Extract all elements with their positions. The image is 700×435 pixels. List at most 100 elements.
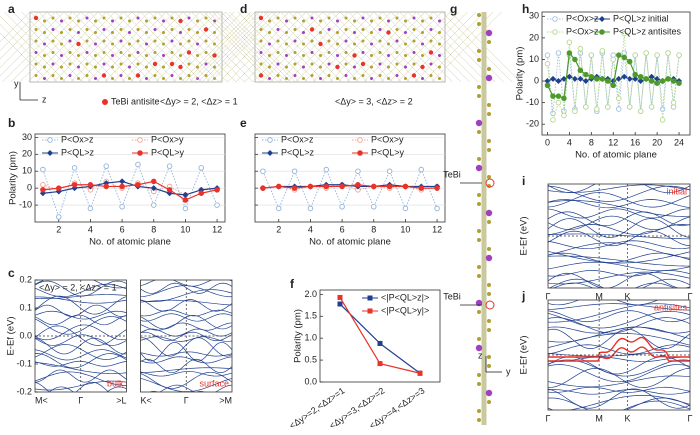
- marker: [386, 168, 393, 174]
- atom: [213, 19, 216, 23]
- atom: [485, 74, 493, 82]
- bond: [331, 11, 402, 83]
- band-line: [548, 317, 690, 334]
- x-tick-label: M: [595, 413, 603, 423]
- atom: [259, 51, 263, 54]
- bands: [548, 184, 690, 288]
- marker: [648, 73, 655, 80]
- atom: [485, 254, 493, 262]
- marker: [632, 52, 638, 58]
- series-line: [262, 168, 438, 210]
- atom: [68, 39, 72, 43]
- atom: [361, 39, 365, 43]
- panel-annotation: initial: [666, 186, 687, 196]
- marker: [632, 71, 638, 78]
- atom: [293, 39, 297, 43]
- atom: [204, 39, 208, 43]
- band-line: [548, 215, 690, 231]
- atom: [487, 400, 491, 404]
- bond: [0, 15, 67, 83]
- marker: [357, 150, 363, 156]
- x-tick-label: K<: [141, 395, 152, 405]
- x-tick-label: >M: [219, 395, 232, 405]
- x-tick-label: 12: [608, 137, 618, 147]
- atom: [344, 51, 348, 54]
- atom: [428, 50, 434, 55]
- legend-marker: [102, 99, 108, 105]
- bond: [295, 11, 366, 83]
- marker: [615, 95, 622, 102]
- marker: [560, 75, 567, 82]
- marker: [599, 29, 605, 35]
- atom: [94, 65, 97, 69]
- marker: [119, 204, 125, 210]
- atom: [162, 77, 165, 80]
- marker: [665, 50, 671, 56]
- x-tick-label: K: [625, 291, 631, 301]
- bond: [0, 11, 31, 43]
- band-line: [35, 316, 127, 335]
- bond: [225, 11, 296, 83]
- bond: [182, 11, 254, 83]
- atom: [162, 42, 165, 46]
- x-tick-label: 12: [432, 224, 442, 234]
- atom: [259, 39, 263, 43]
- bond: [123, 11, 194, 83]
- bond: [0, 11, 56, 68]
- panel-letter: g: [450, 2, 457, 16]
- x-tick-label: 2: [56, 224, 61, 234]
- bond: [180, 11, 252, 83]
- marker: [626, 104, 633, 110]
- atom: [258, 73, 264, 78]
- panel-letter: a: [8, 2, 15, 16]
- atom: [187, 16, 191, 20]
- marker: [610, 82, 617, 89]
- atom: [276, 74, 280, 77]
- atom: [68, 74, 72, 77]
- atom: [412, 51, 416, 54]
- bond: [89, 11, 160, 83]
- band-line: [548, 261, 690, 271]
- marker: [577, 75, 584, 82]
- band-line: [548, 364, 690, 383]
- bond: [0, 11, 48, 60]
- atom: [213, 65, 216, 69]
- atom: [285, 65, 288, 69]
- band-line: [35, 280, 127, 289]
- bond: [0, 24, 58, 83]
- atom: [370, 54, 373, 57]
- marker: [71, 165, 78, 171]
- atom: [378, 28, 382, 31]
- atom: [387, 77, 390, 80]
- atom: [60, 65, 63, 69]
- marker: [555, 99, 562, 106]
- atom: [352, 53, 357, 58]
- atom: [196, 65, 199, 69]
- marker: [552, 29, 558, 35]
- atom: [187, 74, 191, 77]
- y-axis-label: Polarity (pm): [8, 151, 19, 205]
- marker: [626, 58, 633, 65]
- atom: [178, 64, 183, 70]
- marker: [588, 52, 595, 58]
- bond: [227, 11, 298, 83]
- x-tick-label: 4: [308, 224, 313, 234]
- x-tick-label: 0: [545, 137, 550, 147]
- atom: [487, 103, 491, 107]
- axis-name: y: [506, 366, 511, 376]
- bands: [548, 300, 690, 410]
- atom: [361, 74, 365, 77]
- atom: [395, 16, 399, 20]
- band-line: [548, 397, 690, 410]
- marker: [676, 52, 682, 58]
- atom: [204, 16, 208, 20]
- atom: [128, 42, 131, 46]
- band-line: [548, 344, 690, 355]
- atom: [85, 16, 89, 20]
- atom: [136, 16, 140, 20]
- x-tick-label: 16: [630, 137, 640, 147]
- atom: [302, 19, 305, 23]
- band-line: [140, 313, 232, 322]
- atom: [327, 51, 331, 54]
- bond: [155, 11, 226, 83]
